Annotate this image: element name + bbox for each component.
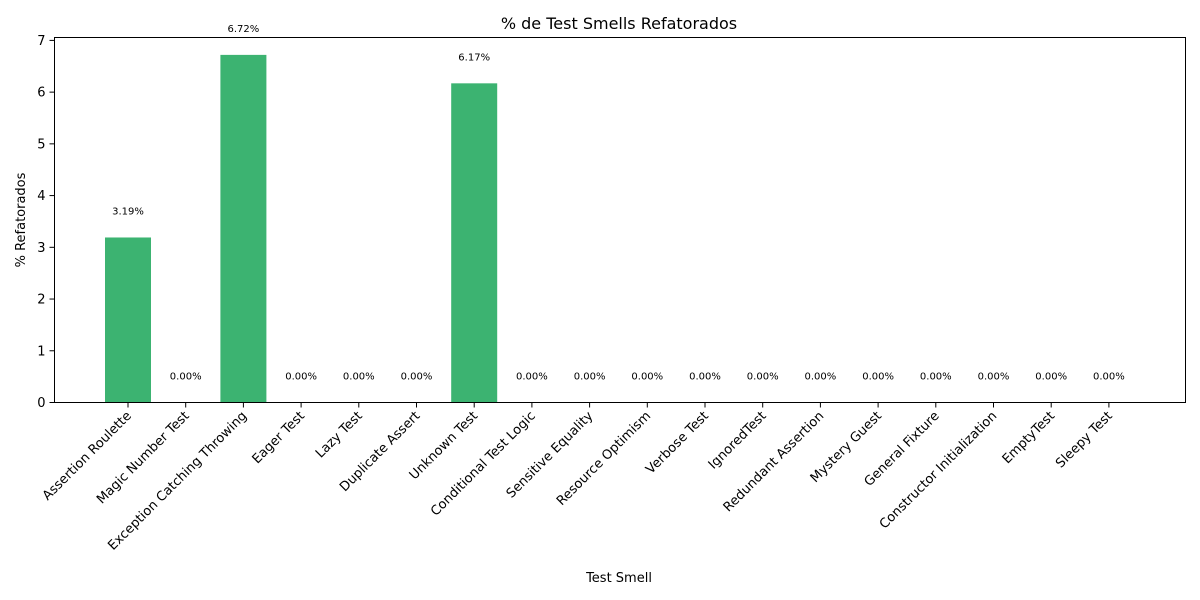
x-tick-label-constructor-initialization: Constructor Initialization bbox=[877, 409, 1001, 533]
data-label-conditional-test-logic: 0.00% bbox=[516, 372, 548, 383]
x-tick-label-ignoredtest: IgnoredTest bbox=[706, 409, 770, 473]
data-label-unknown-test: 6.17% bbox=[458, 52, 490, 63]
bar-assertion-roulette bbox=[105, 237, 151, 403]
data-label-constructor-initialization: 0.00% bbox=[978, 372, 1010, 383]
plot-frame bbox=[54, 37, 1186, 403]
x-tick-label-emptytest: EmptyTest bbox=[1000, 409, 1058, 467]
data-label-emptytest: 0.00% bbox=[1035, 372, 1067, 383]
x-axis-label: Test Smell bbox=[585, 571, 652, 586]
x-tick-label-eager-test: Eager Test bbox=[250, 409, 308, 467]
x-tick-label-resource-optimism: Resource Optimism bbox=[554, 409, 654, 509]
y-tick-label-0: 0 bbox=[37, 396, 45, 411]
data-label-lazy-test: 0.00% bbox=[343, 372, 375, 383]
data-label-mystery-guest: 0.00% bbox=[862, 372, 894, 383]
bar-unknown-test bbox=[451, 83, 498, 403]
x-tick-label-lazy-test: Lazy Test bbox=[313, 409, 366, 462]
data-label-exception-catching-throwing: 6.72% bbox=[228, 24, 260, 35]
bar-exception-catching-throwing bbox=[220, 54, 267, 403]
data-label-general-fixture: 0.00% bbox=[920, 372, 952, 383]
y-axis: 0 1 2 3 4 5 6 7 bbox=[37, 34, 55, 411]
y-tick-label-1: 1 bbox=[37, 344, 45, 359]
y-tick-label-5: 5 bbox=[37, 137, 45, 152]
y-tick-label-7: 7 bbox=[37, 34, 45, 49]
data-label-eager-test: 0.00% bbox=[285, 372, 317, 383]
x-tick-label-sleepy-test: Sleepy Test bbox=[1053, 409, 1116, 472]
data-labels-layer: 3.19% 0.00% 6.72% 0.00% 0.00% 0.00% 6.17% 0.00%… bbox=[112, 24, 1125, 383]
data-label-sensitive-equality: 0.00% bbox=[574, 372, 606, 383]
data-label-ignoredtest: 0.00% bbox=[747, 372, 779, 383]
x-tick-label-conditional-test-logic: Conditional Test Logic bbox=[428, 409, 539, 520]
data-label-magic-number-test: 0.00% bbox=[170, 372, 202, 383]
y-tick-label-2: 2 bbox=[37, 293, 45, 308]
y-tick-label-3: 3 bbox=[37, 241, 45, 256]
y-tick-label-6: 6 bbox=[37, 86, 45, 101]
data-label-resource-optimism: 0.00% bbox=[631, 372, 663, 383]
chart-title: % de Test Smells Refatorados bbox=[501, 14, 737, 33]
bars-layer bbox=[105, 54, 498, 403]
x-tick-label-redundant-assertion: Redundant Assertion bbox=[721, 409, 827, 515]
y-tick-label-4: 4 bbox=[37, 189, 45, 204]
y-axis-label: % Refatorados bbox=[14, 172, 29, 267]
data-label-duplicate-assert: 0.00% bbox=[401, 372, 433, 383]
data-label-assertion-roulette: 3.19% bbox=[112, 207, 144, 218]
data-label-redundant-assertion: 0.00% bbox=[805, 372, 837, 383]
data-label-verbose-test: 0.00% bbox=[689, 372, 721, 383]
data-label-sleepy-test: 0.00% bbox=[1093, 372, 1125, 383]
